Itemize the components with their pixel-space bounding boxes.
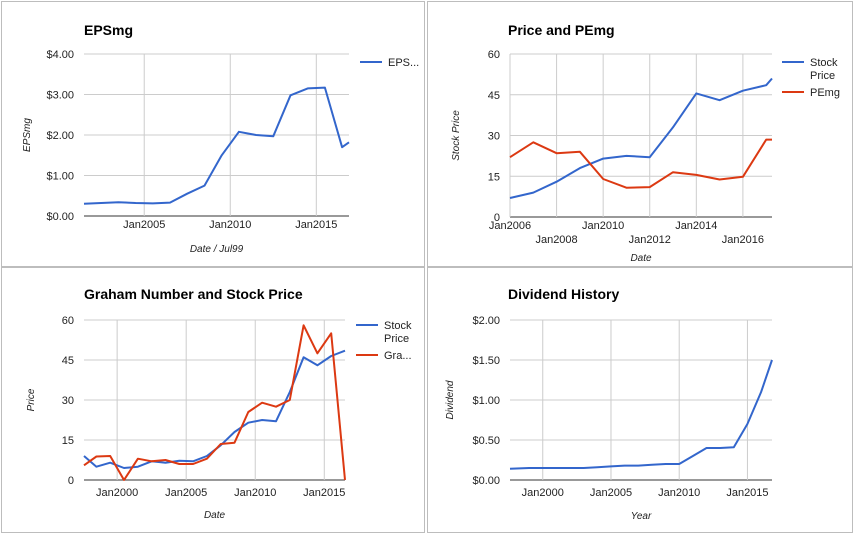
y-tick-label: $2.00 <box>46 130 74 142</box>
y-tick-label: $1.00 <box>472 395 500 407</box>
price-pe-chart: Price and PEmg 0 15 30 45 60 Jan2006 Jan2008 Jan… <box>451 22 840 264</box>
chart-title: Price and PEmg <box>508 22 615 38</box>
x-tick-label: Jan2000 <box>522 487 564 499</box>
y-tick-label: 0 <box>494 212 500 224</box>
y-tick-label: $1.00 <box>46 171 74 183</box>
x-axis-title: Date <box>204 510 226 521</box>
y-axis-title: Price <box>26 388 37 411</box>
series-line <box>509 359 773 470</box>
x-tick-label: Jan2000 <box>96 487 138 499</box>
series-line <box>83 324 346 481</box>
x-tick-label: Jan2010 <box>658 487 700 499</box>
y-tick-label: 15 <box>488 171 500 183</box>
x-axis-title: Date <box>630 253 652 264</box>
chart-title: Graham Number and Stock Price <box>84 286 303 302</box>
chart-panel-graham: Graham Number and Stock Price 0 15 30 45 60 Ja… <box>1 267 425 533</box>
y-tick-label: 60 <box>62 315 74 327</box>
y-tick-label: 45 <box>488 90 500 102</box>
y-tick-label: 0 <box>68 475 74 487</box>
legend-label: EPS... <box>388 57 419 69</box>
series-line <box>509 77 773 199</box>
y-tick-label: $4.00 <box>46 49 74 61</box>
x-tick-label: Jan2015 <box>295 219 337 231</box>
x-tick-label: Jan2005 <box>123 219 165 231</box>
x-tick-label: Jan2010 <box>209 219 251 231</box>
x-tick-label: Jan2012 <box>629 234 671 246</box>
x-axis-title: Date / Jul99 <box>190 244 244 255</box>
chart-panel-price-pe: Price and PEmg 0 15 30 45 60 Jan2006 Jan2008 Jan… <box>427 1 853 267</box>
x-tick-label: Jan2006 <box>489 220 531 232</box>
x-tick-label: Jan2010 <box>582 220 624 232</box>
y-tick-label: $0.00 <box>46 211 74 223</box>
x-tick-label: Jan2005 <box>590 487 632 499</box>
x-tick-label: Jan2016 <box>722 234 764 246</box>
y-tick-label: $1.50 <box>472 355 500 367</box>
y-tick-label: 15 <box>62 435 74 447</box>
y-tick-label: 60 <box>488 49 500 61</box>
y-tick-label: $0.50 <box>472 435 500 447</box>
y-tick-label: $2.00 <box>472 315 500 327</box>
legend-label: Gra... <box>384 350 412 362</box>
eps-chart: EPSmg $0.00 $1.00 $2.00 $3.00 $4.00 Jan2005 Jan… <box>22 22 419 255</box>
legend-label: Stock Price <box>810 57 838 82</box>
chart-panel-dividend: Dividend History $0.00 $0.50 $1.00 $1.50 $2.0… <box>427 267 853 533</box>
y-tick-label: $3.00 <box>46 90 74 102</box>
y-tick-label: 30 <box>62 395 74 407</box>
y-axis-title: Stock Price <box>451 110 462 161</box>
y-tick-label: $0.00 <box>472 475 500 487</box>
y-axis-title: Dividend <box>445 380 456 419</box>
chart-title: EPSmg <box>84 22 133 38</box>
y-tick-label: 45 <box>62 355 74 367</box>
x-tick-label: Jan2008 <box>535 234 577 246</box>
chart-title: Dividend History <box>508 286 619 302</box>
x-axis-title: Year <box>631 511 652 522</box>
series-line <box>83 86 350 205</box>
series-line <box>509 138 772 189</box>
y-axis-title: EPSmg <box>22 118 33 152</box>
y-tick-label: 30 <box>488 131 500 143</box>
legend-label: PEmg <box>810 87 840 99</box>
x-tick-label: Jan2005 <box>165 487 207 499</box>
legend-label: Stock Price <box>384 320 412 345</box>
dividend-chart: Dividend History $0.00 $0.50 $1.00 $1.50 $2.0… <box>445 286 773 522</box>
x-tick-label: Jan2015 <box>726 487 768 499</box>
x-tick-label: Jan2014 <box>675 220 717 232</box>
graham-chart: Graham Number and Stock Price 0 15 30 45 60 Ja… <box>26 286 412 521</box>
chart-panel-eps: EPSmg $0.00 $1.00 $2.00 $3.00 $4.00 Jan2005 Jan… <box>1 1 425 267</box>
x-tick-label: Jan2010 <box>234 487 276 499</box>
x-tick-label: Jan2015 <box>303 487 345 499</box>
